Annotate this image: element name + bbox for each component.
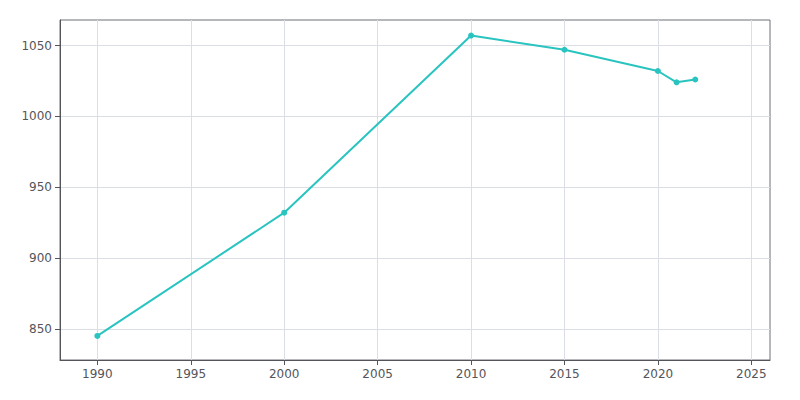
svg-text:900: 900 bbox=[29, 251, 52, 265]
svg-text:2025: 2025 bbox=[736, 367, 767, 381]
svg-text:2010: 2010 bbox=[456, 367, 487, 381]
svg-text:1990: 1990 bbox=[82, 367, 113, 381]
svg-text:2015: 2015 bbox=[549, 367, 580, 381]
svg-text:2000: 2000 bbox=[269, 367, 300, 381]
svg-text:1000: 1000 bbox=[21, 109, 52, 123]
svg-text:2005: 2005 bbox=[362, 367, 393, 381]
svg-text:1050: 1050 bbox=[21, 39, 52, 53]
svg-text:2020: 2020 bbox=[643, 367, 674, 381]
svg-text:1995: 1995 bbox=[176, 367, 207, 381]
svg-text:950: 950 bbox=[29, 180, 52, 194]
svg-text:850: 850 bbox=[29, 322, 52, 336]
